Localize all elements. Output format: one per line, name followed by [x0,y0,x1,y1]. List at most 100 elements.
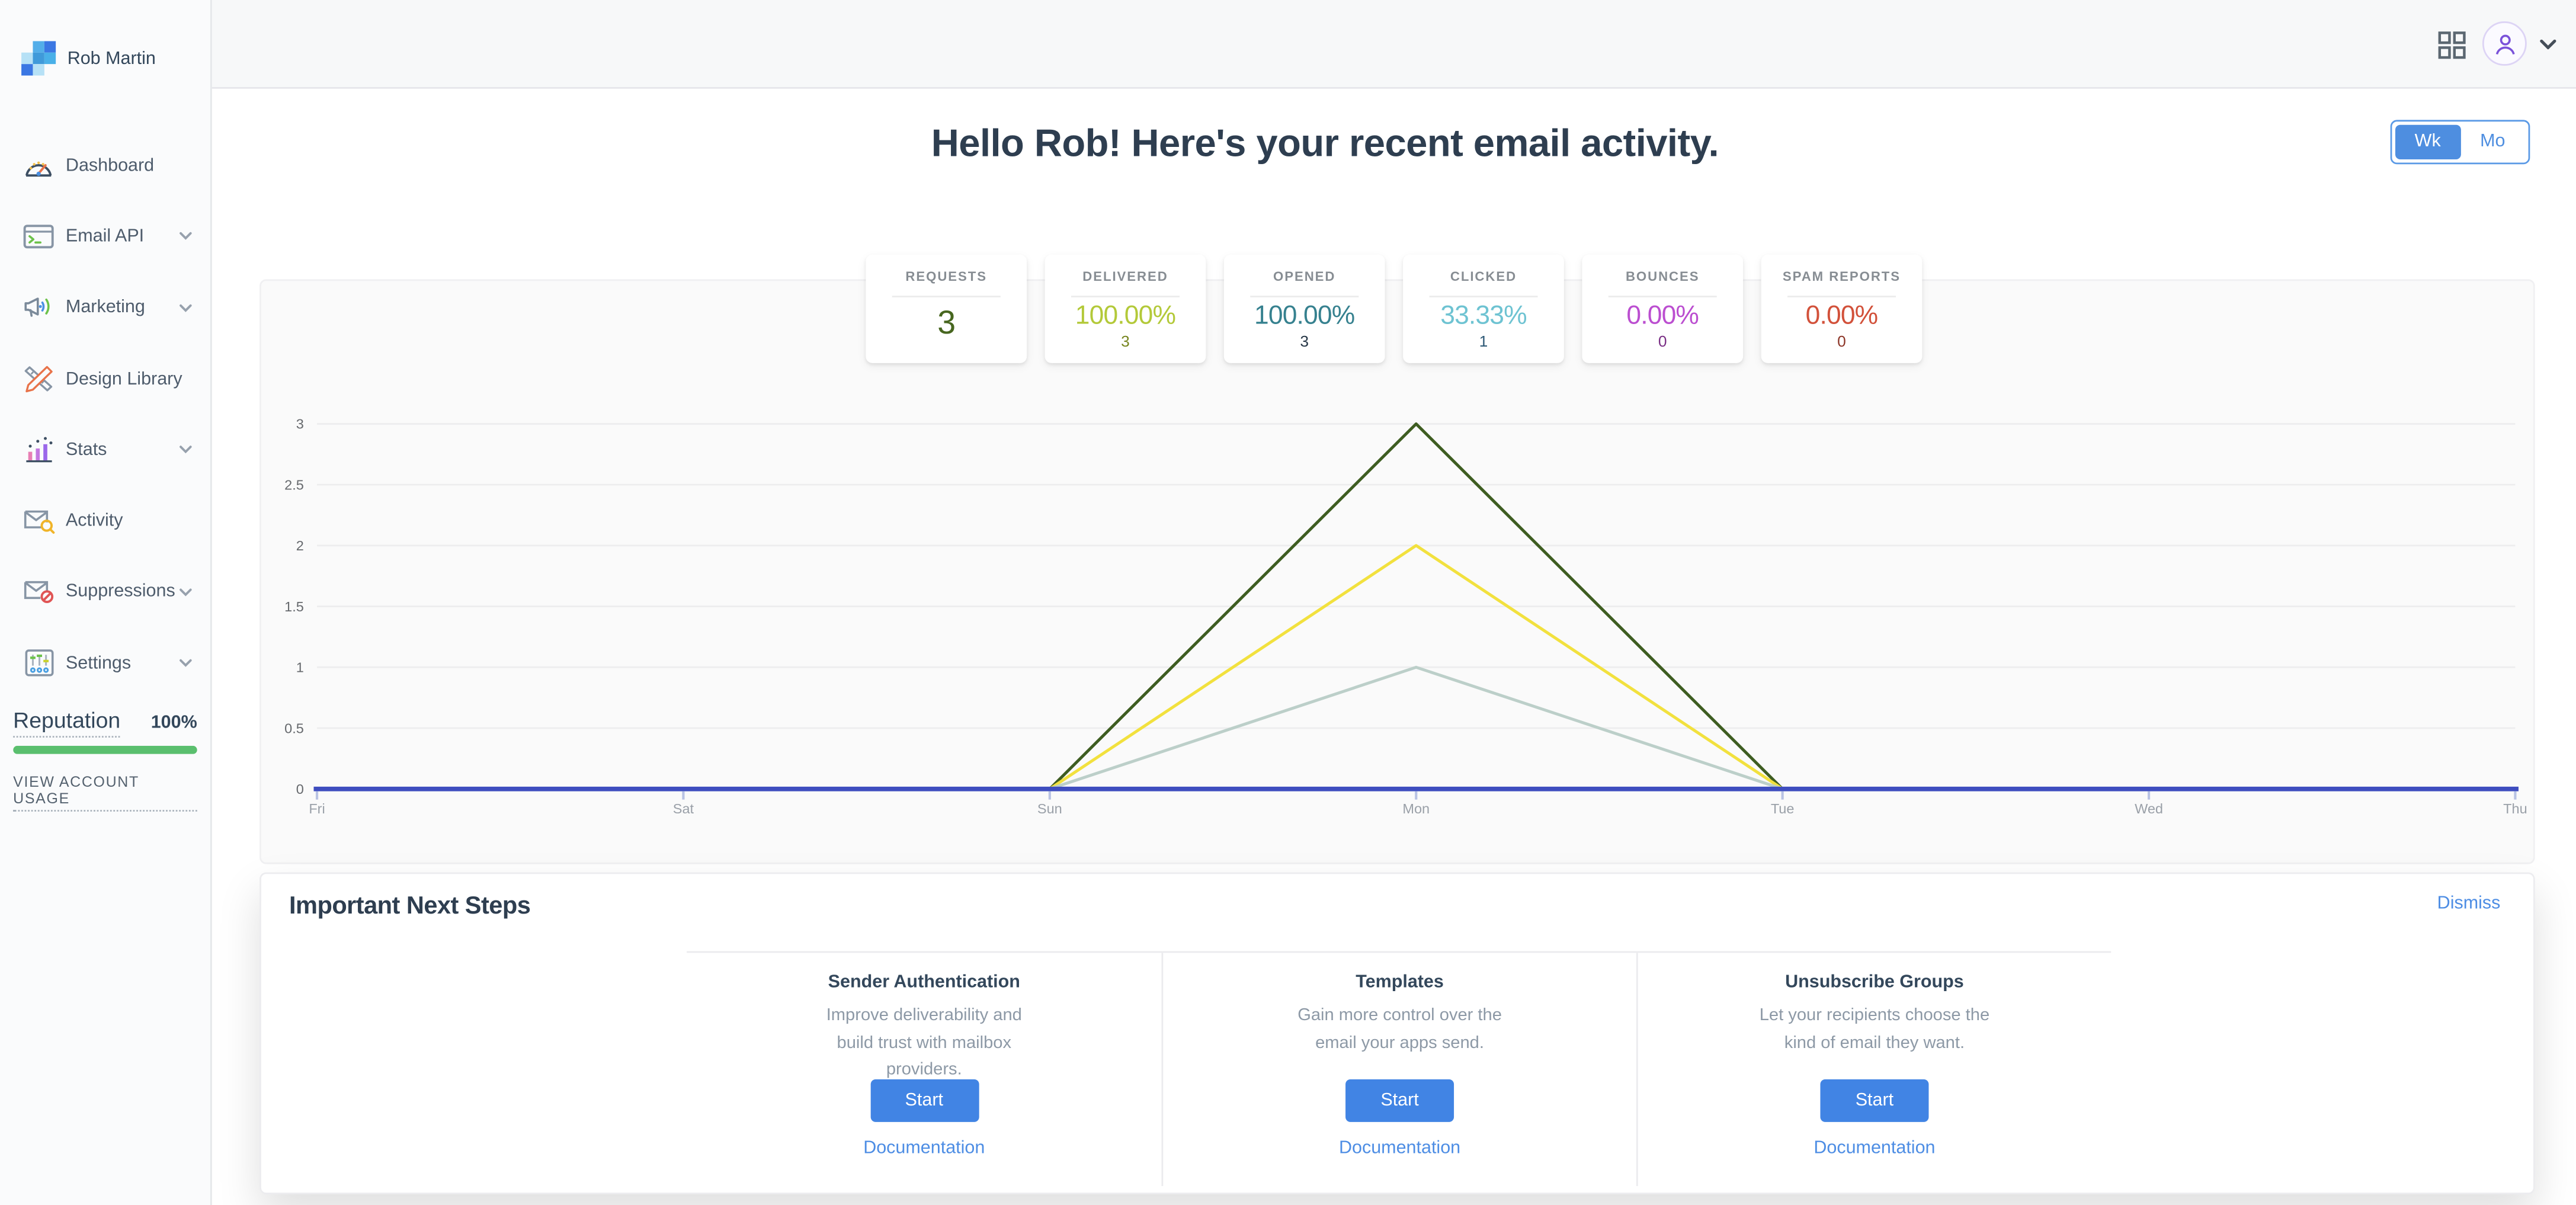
chevron-down-icon [179,588,192,597]
stat-card-divider [1071,296,1180,297]
apps-grid-icon[interactable] [2438,31,2466,59]
next-steps-panel: Important Next Steps Dismiss Sender Auth… [259,872,2535,1194]
account-brand[interactable]: Rob Martin [21,41,156,76]
svg-text:Fri: Fri [309,801,325,816]
bar-chart-icon [21,436,56,464]
stat-card-subvalue: 3 [1300,333,1309,352]
svg-text:Mon: Mon [1402,801,1430,816]
top-bar [212,0,2576,89]
stat-card-clicked: CLICKED 33.33% 1 [1403,254,1564,363]
stat-card-subvalue: 0 [1837,333,1846,352]
svg-text:Thu: Thu [2503,801,2527,816]
stat-card-divider [1429,296,1538,297]
stat-card-value: 0.00% [1805,302,1878,331]
stat-card-title: SPAM REPORTS [1782,269,1901,284]
svg-text:0.5: 0.5 [284,720,304,736]
toggle-week-button[interactable]: Wk [2395,124,2460,159]
dismiss-link[interactable]: Dismiss [2437,893,2501,914]
svg-text:1: 1 [296,660,304,675]
next-steps-columns: Sender Authentication Improve deliverabil… [687,951,2112,1187]
start-button[interactable]: Start [1345,1079,1454,1122]
stat-card-subvalue: 3 [1121,333,1130,352]
sidebar-item-stats[interactable]: Stats [0,414,210,485]
sidebar-item-label: Activity [65,511,123,531]
stat-card-title: OPENED [1273,269,1336,284]
next-step-title: Templates [1356,972,1444,992]
chevron-down-icon [179,659,192,668]
sidebar-item-label: Design Library [65,368,182,389]
reputation-label: Reputation [13,708,121,738]
next-step-column-sender-authentication: Sender Authentication Improve deliverabil… [687,953,1161,1186]
user-avatar[interactable] [2482,21,2527,66]
stats-cards-row: REQUESTS 3 DELIVERED 100.00% 3 OPENED 100.00% 3… [866,254,1923,363]
envelope-search-icon [21,508,56,534]
svg-text:Tue: Tue [1771,801,1795,816]
stat-card-value: 100.00% [1075,302,1176,331]
svg-text:Wed: Wed [2135,801,2163,816]
stat-card-divider [892,296,1001,297]
next-step-description: Improve deliverability and build trust w… [826,1005,1022,1079]
sidebar-item-label: Email API [65,226,145,246]
stat-card-opened: OPENED 100.00% 3 [1223,254,1385,363]
sidebar-item-design-library[interactable]: Design Library [0,343,210,414]
stat-card-subvalue: 1 [1479,333,1488,352]
toggle-month-button[interactable]: Mo [2480,132,2505,152]
sliders-icon [21,649,56,677]
next-step-description: Gain more control over the email your ap… [1297,1005,1502,1053]
sidebar-item-marketing[interactable]: Marketing [0,272,210,343]
gauge-icon [21,152,56,178]
stat-card-divider [1250,296,1359,297]
user-avatar-icon [2495,34,2514,54]
documentation-link[interactable]: Documentation [1338,1138,1461,1158]
stat-card-title: CLICKED [1450,269,1517,284]
account-menu-chevron-icon[interactable] [2540,39,2556,50]
chevron-down-icon [179,446,192,454]
svg-text:Sat: Sat [673,801,694,816]
stat-card-spam-reports: SPAM REPORTS 0.00% 0 [1761,254,1923,363]
stat-card-value: 100.00% [1254,302,1355,331]
envelope-block-icon [21,579,56,605]
reputation-bar [13,745,197,754]
sidebar-item-label: Marketing [65,297,145,318]
stat-card-divider [1608,296,1717,297]
stat-card-subvalue: 0 [1658,333,1667,352]
documentation-link[interactable]: Documentation [1814,1138,1936,1158]
next-step-column-templates: Templates Gain more control over the emai… [1161,953,1636,1187]
svg-text:2.5: 2.5 [284,477,304,492]
sidebar-item-dashboard[interactable]: Dashboard [0,130,210,201]
stat-card-title: REQUESTS [905,269,987,284]
start-button[interactable]: Start [1820,1079,1929,1122]
date-range-toggle: Wk Mo [2390,119,2530,165]
sidebar-item-activity[interactable]: Activity [0,485,210,556]
svg-text:3: 3 [296,416,304,432]
stat-card-value: 0.00% [1626,302,1699,331]
pencil-ruler-icon [21,365,56,393]
page-title: Hello Rob! Here's your recent email acti… [931,121,1719,165]
chevron-down-icon [179,232,192,241]
stat-card-divider [1787,296,1896,297]
reputation-widget: Reputation 100% VIEW ACCOUNT USAGE [13,708,197,812]
stat-card-delivered: DELIVERED 100.00% 3 [1045,254,1206,363]
documentation-link[interactable]: Documentation [863,1138,985,1158]
next-steps-title: Important Next Steps [289,892,531,920]
activity-chart: 0 0.5 1 1.5 2 2.5 3 Fri Sat Sun Mon Tue Wed Thu [284,416,2527,816]
account-name: Rob Martin [67,48,156,69]
megaphone-icon [21,294,56,321]
stat-card-value: 3 [937,305,956,342]
view-account-usage-link[interactable]: VIEW ACCOUNT USAGE [13,774,197,812]
stat-card-title: BOUNCES [1625,269,1700,284]
sidebar-nav: Dashboard Email API [0,130,210,698]
stat-card-requests: REQUESTS 3 [866,254,1027,363]
sidebar-item-settings[interactable]: Settings [0,627,210,698]
sidebar-item-suppressions[interactable]: Suppressions [0,556,210,627]
sidebar-item-email-api[interactable]: Email API [0,201,210,272]
reputation-value: 100% [150,713,197,733]
code-window-icon [21,223,56,249]
next-step-column-unsubscribe-groups: Unsubscribe Groups Let your recipients ch… [1636,953,2111,1187]
start-button[interactable]: Start [870,1079,979,1122]
stat-card-value: 33.33% [1440,302,1527,331]
next-step-description: Let your recipients choose the kind of e… [1759,1005,1990,1053]
activity-chart-panel: 0 0.5 1 1.5 2 2.5 3 Fri Sat Sun Mon Tue Wed Thu [259,279,2535,864]
sidebar-item-label: Suppressions [65,582,175,602]
